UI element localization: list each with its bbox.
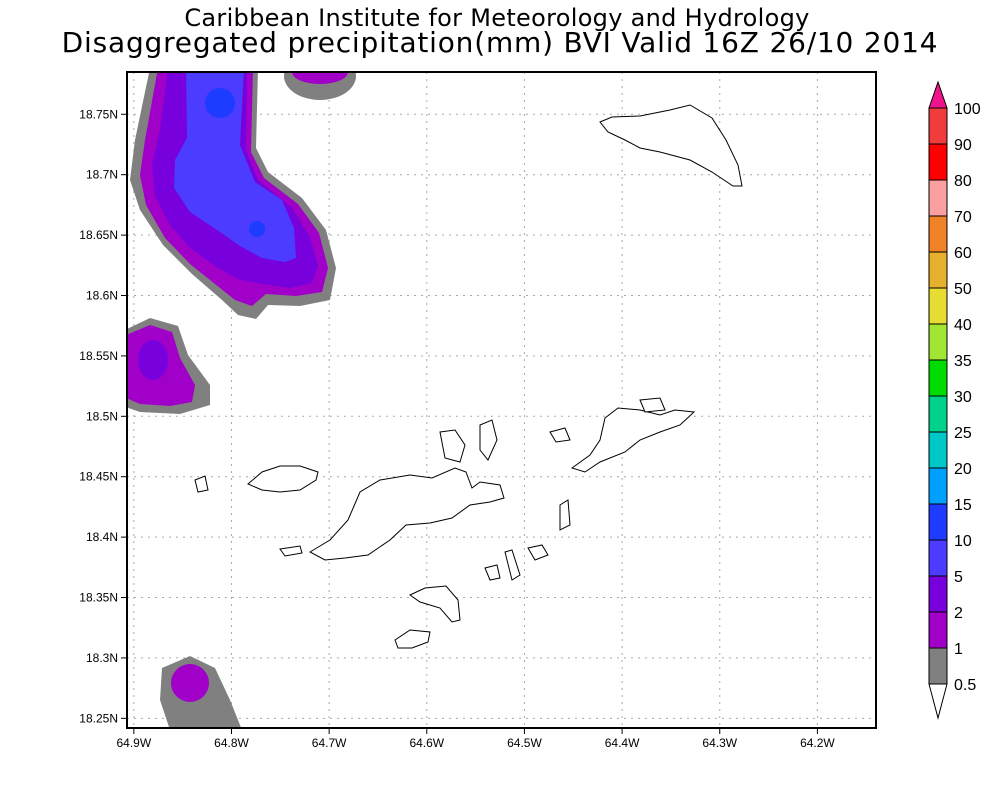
- colorbar-label: 10: [954, 533, 972, 550]
- colorbar-swatch: [928, 647, 948, 685]
- x-tick-label: 64.4W: [605, 736, 640, 750]
- islands: [194, 104, 743, 649]
- y-tick-label: 18.55N: [79, 349, 118, 363]
- island-cooper: [484, 564, 501, 581]
- colorbar-label: 35: [954, 353, 972, 370]
- contour-5: [174, 72, 296, 262]
- island-tortola: [308, 467, 505, 561]
- island-west-cay: [194, 475, 209, 493]
- colorbar-swatch: [928, 611, 948, 649]
- colorbar-swatch: [928, 143, 948, 181]
- island-little-thatch: [279, 545, 303, 557]
- island-anegada: [599, 104, 743, 187]
- colorbar-label: 25: [954, 425, 972, 442]
- island-fallen-jerusalem: [559, 499, 571, 531]
- y-tick-label: 18.35N: [79, 591, 118, 605]
- colorbar-swatch: [928, 503, 948, 541]
- colorbar-label: 60: [954, 245, 972, 262]
- colorbar-label: 1: [954, 641, 963, 658]
- island-great-camanoe: [479, 419, 498, 461]
- precip-area-southwest: [160, 656, 242, 728]
- x-tick-label: 64.9W: [116, 736, 151, 750]
- colorbar-swatch: [928, 287, 948, 325]
- colorbar-swatch: [928, 431, 948, 469]
- precip-area-west: [127, 318, 210, 414]
- y-tick-label: 18.65N: [79, 228, 118, 242]
- contour-10: [249, 221, 265, 237]
- colorbar-label: 70: [954, 209, 972, 226]
- colorbar-swatch: [928, 575, 948, 613]
- colorbar-swatch: [928, 251, 948, 289]
- y-tick-label: 18.7N: [86, 168, 118, 182]
- y-tick-label: 18.75N: [79, 107, 118, 121]
- island-norman: [394, 629, 431, 649]
- colorbar-label: 50: [954, 281, 972, 298]
- island-ginger: [527, 544, 549, 561]
- colorbar-swatch: [928, 395, 948, 433]
- x-tick-label: 64.8W: [214, 736, 249, 750]
- x-tick-label: 64.3W: [702, 736, 737, 750]
- x-tick-label: 64.6W: [409, 736, 444, 750]
- precip-area-northwest: [130, 72, 336, 319]
- x-tick-label: 64.5W: [507, 736, 542, 750]
- colorbar-swatch: [928, 467, 948, 505]
- island-guana: [439, 429, 466, 463]
- island-jost-van-dyke: [247, 465, 319, 493]
- precip-fields: [127, 72, 356, 728]
- x-axis: 64.9W 64.8W 64.7W 64.6W 64.5W 64.4W 64.3W 64.2W: [116, 728, 835, 750]
- title-institute: Caribbean Institute for Meteorology and …: [184, 4, 810, 32]
- y-tick-label: 18.3N: [86, 651, 118, 665]
- colorbar-label: 0.5: [954, 677, 976, 694]
- colorbar-swatch: [928, 215, 948, 253]
- colorbar-swatch: [928, 359, 948, 397]
- colorbar-swatch: [928, 323, 948, 361]
- grid-lines: [127, 72, 876, 728]
- colorbar-label: 80: [954, 173, 972, 190]
- colorbar-swatch: [928, 179, 948, 217]
- precip-area-north: [284, 72, 356, 100]
- island-virgin-gorda: [570, 407, 696, 473]
- colorbar-label: 100: [954, 101, 981, 118]
- y-tick-label: 18.25N: [79, 711, 118, 725]
- colorbar-label: 40: [954, 317, 972, 334]
- colorbar-swatch: [928, 539, 948, 577]
- colorbar-over-triangle: [928, 80, 948, 109]
- colorbar-label: 5: [954, 569, 963, 586]
- island-salt: [504, 549, 521, 581]
- y-tick-label: 18.4N: [86, 530, 118, 544]
- plot-frame: [126, 71, 877, 729]
- island-dog: [549, 427, 571, 443]
- colorbar-label: 2: [954, 605, 963, 622]
- contour-10: [205, 88, 235, 118]
- x-tick-label: 64.7W: [312, 736, 347, 750]
- colorbar-label: 20: [954, 461, 972, 478]
- title-product: Disaggregated precipitation(mm) BVI Vali…: [61, 26, 939, 59]
- colorbar-label: 30: [954, 389, 972, 406]
- colorbar-label: 15: [954, 497, 972, 514]
- island-peter: [409, 585, 461, 623]
- x-tick-label: 64.2W: [800, 736, 835, 750]
- y-tick-label: 18.45N: [79, 470, 118, 484]
- island-mosquito: [639, 397, 666, 413]
- colorbar-label: 90: [954, 137, 972, 154]
- y-tick-label: 18.5N: [86, 409, 118, 423]
- colorbar-swatch: [928, 107, 948, 145]
- y-tick-label: 18.6N: [86, 288, 118, 302]
- colorbar-under-triangle: [928, 683, 948, 720]
- y-axis: 18.75N 18.7N 18.65N 18.6N 18.55N 18.5N 18.45N 1…: [79, 107, 127, 725]
